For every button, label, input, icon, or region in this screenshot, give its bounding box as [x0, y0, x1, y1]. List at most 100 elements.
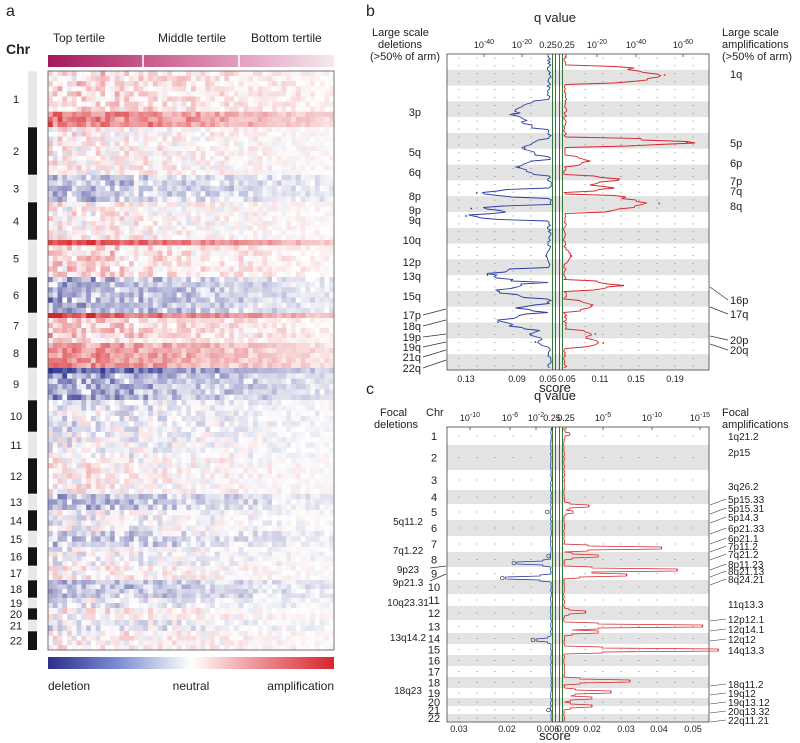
panel-b-del-peak-12p — [545, 255, 548, 257]
panel-b-amp-peak-20p — [594, 333, 597, 335]
panel-c-score-tick-right-0: 0.009 — [557, 724, 580, 734]
panel-c-amplification-label-3q26.2: 3q26.2 — [728, 482, 759, 493]
panel-c-amp-peak-8q21.13 — [676, 569, 678, 571]
panel-b-del-peak-13q — [486, 274, 489, 276]
panel-c-deletion-label-5q11.2: 5q11.2 — [393, 517, 423, 528]
panel-c-amp-peak-7q21.2 — [660, 547, 663, 549]
panel-c-amp-peak-12q14.1 — [701, 625, 704, 627]
chromosome-label-a-2: 2 — [13, 146, 19, 158]
panel-b-del-peak-6q — [518, 166, 521, 169]
panel-c-band-chr3 — [447, 470, 709, 490]
panel-b-amplification-label-7p: 7p — [730, 176, 742, 188]
panel-c-chr-number-11: 11 — [428, 595, 439, 607]
ideogram-band-chr18 — [28, 580, 37, 598]
panel-c-deletion-label-13q14.2: 13q14.2 — [390, 633, 427, 644]
chromosome-label-a-12: 12 — [10, 471, 22, 483]
panel-c-amplification-label-18q11.2: 18q11.2 — [728, 680, 764, 691]
panel-c-deletion-label-10q23.31: 10q23.31 — [387, 598, 429, 609]
panel-b-deletion-label-5q: 5q — [409, 147, 421, 159]
chromosome-label-a-22: 22 — [10, 636, 22, 648]
panel-b-q-tick-right-2: 10-40 — [626, 39, 646, 50]
panel-c-band-chr2 — [447, 445, 709, 470]
ideogram-band-chr11 — [28, 432, 37, 458]
ideogram-band-chr22 — [28, 631, 37, 650]
chromosome-label-a-3: 3 — [13, 184, 19, 196]
ideogram-band-chr20 — [28, 608, 37, 620]
panel-c-band-chr4 — [447, 490, 709, 504]
panel-c-band-chr14 — [447, 633, 709, 644]
panel-c-del-peak-5q11.2 — [545, 509, 550, 515]
panel-c-amplification-label-8q24.21: 8q24.21 — [728, 575, 765, 586]
chromosome-label-a-11: 11 — [10, 440, 21, 452]
panel-b-del-peak-9q — [465, 215, 467, 217]
panel-b-left-header: Large scale deletions (>50% of arm) — [370, 27, 440, 63]
panel-c-band-chr11 — [447, 594, 709, 606]
panel-c-q-tick-left-2: 10-2 — [528, 412, 544, 423]
panel-b-grid-dots — [458, 57, 694, 367]
panel-c-score-tick-right-2: 0.03 — [617, 724, 635, 734]
panel-b-amp-peak-16p — [622, 284, 625, 287]
panel-c-band-chr10 — [447, 580, 709, 594]
panel-c-amplification-label-7q21.2: 7q21.2 — [728, 550, 759, 561]
panel-c-amplification-label-12q14.1: 12q14.1 — [728, 625, 765, 636]
panel-b-q-tick-left-0: 10-40 — [474, 39, 494, 50]
panel-c-q-tick-left-3: 0.25 — [543, 413, 561, 423]
panel-c-amplification-label-11q13.3: 11q13.3 — [728, 600, 764, 611]
panel-c-deletion-label-18q23: 18q23 — [394, 686, 422, 697]
panel-c-band-chr12 — [447, 606, 709, 620]
legend-neutral-label: neutral — [173, 679, 210, 693]
panel-c-amplification-label-6p21.1: 6p21.1 — [728, 534, 759, 545]
panel-b-del-peak-5q — [523, 147, 526, 149]
panel-c-q-tick-right-1: 10-5 — [595, 412, 611, 423]
panel-c-q-tick-right-3: 10-15 — [690, 412, 710, 423]
chromosome-ideogram — [28, 70, 37, 650]
panel-c-right-header-2: amplifications — [722, 419, 789, 431]
panel-b-score-tick-right-2: 0.15 — [627, 374, 645, 384]
panel-b-amplification-label-7q: 7q — [730, 186, 742, 198]
chromosome-label-a-13: 13 — [10, 497, 22, 509]
panel-a-chr-label: Chr — [6, 41, 31, 57]
panel-b-right-header-1: Large scale — [722, 27, 779, 39]
chromosome-label-a-21: 21 — [10, 621, 22, 633]
ideogram-band-chr13 — [28, 494, 37, 510]
tertile-gradient-bar — [48, 55, 334, 67]
panel-c-del-peak-13q14.2 — [530, 637, 536, 643]
panel-c-right-header: Focal amplifications — [722, 407, 789, 431]
panel-b-deletion-label-13q: 13q — [403, 271, 421, 283]
panel-b-trace-amplifications — [562, 55, 696, 369]
tertile-label-top: Top tertile — [53, 31, 105, 45]
panel-c-band-chr21 — [447, 706, 709, 714]
panel-c-chr-number-5: 5 — [431, 507, 437, 519]
panel-c-band-chr22 — [447, 714, 709, 722]
panel-c-del-peak-9p23 — [511, 560, 516, 566]
panel-b-del-peak-19q — [534, 341, 537, 343]
panel-b-score-tick-right-3: 0.19 — [666, 374, 684, 384]
panel-b-amp-peak-5p — [686, 141, 688, 144]
ideogram-band-chr10 — [28, 400, 37, 432]
panel-b-del-peak-9p — [470, 207, 473, 210]
panel-c-trace-deletions — [504, 427, 553, 722]
panel-c-chr-number-19: 19 — [428, 688, 440, 700]
chromosome-label-a-14: 14 — [10, 516, 22, 528]
panel-c-chr-number-8: 8 — [431, 555, 437, 567]
panel-b-q-tick-left-1: 10-20 — [512, 39, 532, 50]
ideogram-band-chr3 — [28, 175, 37, 202]
panel-c-right-header-1: Focal — [722, 407, 749, 419]
panel-c-amplification-label-8p11.23: 8p11.23 — [728, 560, 764, 571]
panel-c-bottom-axis-title: score — [539, 728, 571, 743]
panel-c-chr-number-12: 12 — [428, 608, 440, 620]
panel-b-deletion-label-9q: 9q — [409, 215, 421, 227]
panel-c-chr-label: Chr — [426, 407, 444, 419]
panel-c-band-chr8 — [447, 552, 709, 567]
panel-c-left-header: Focal deletions — [374, 407, 419, 431]
panel-c-amplification-label-12q12: 12q12 — [728, 635, 756, 646]
panel-c-amp-peak-20q13.32 — [591, 705, 593, 707]
panel-c-left-header-1: Focal — [380, 407, 407, 419]
ideogram-band-chr12 — [28, 458, 37, 494]
panel-b-left-header-1: Large scale — [372, 27, 429, 39]
panel-b-left-header-2: deletions — [378, 39, 423, 51]
chromosome-label-a-4: 4 — [13, 216, 19, 228]
panel-c-deletion-label-9p23: 9p23 — [397, 565, 420, 576]
